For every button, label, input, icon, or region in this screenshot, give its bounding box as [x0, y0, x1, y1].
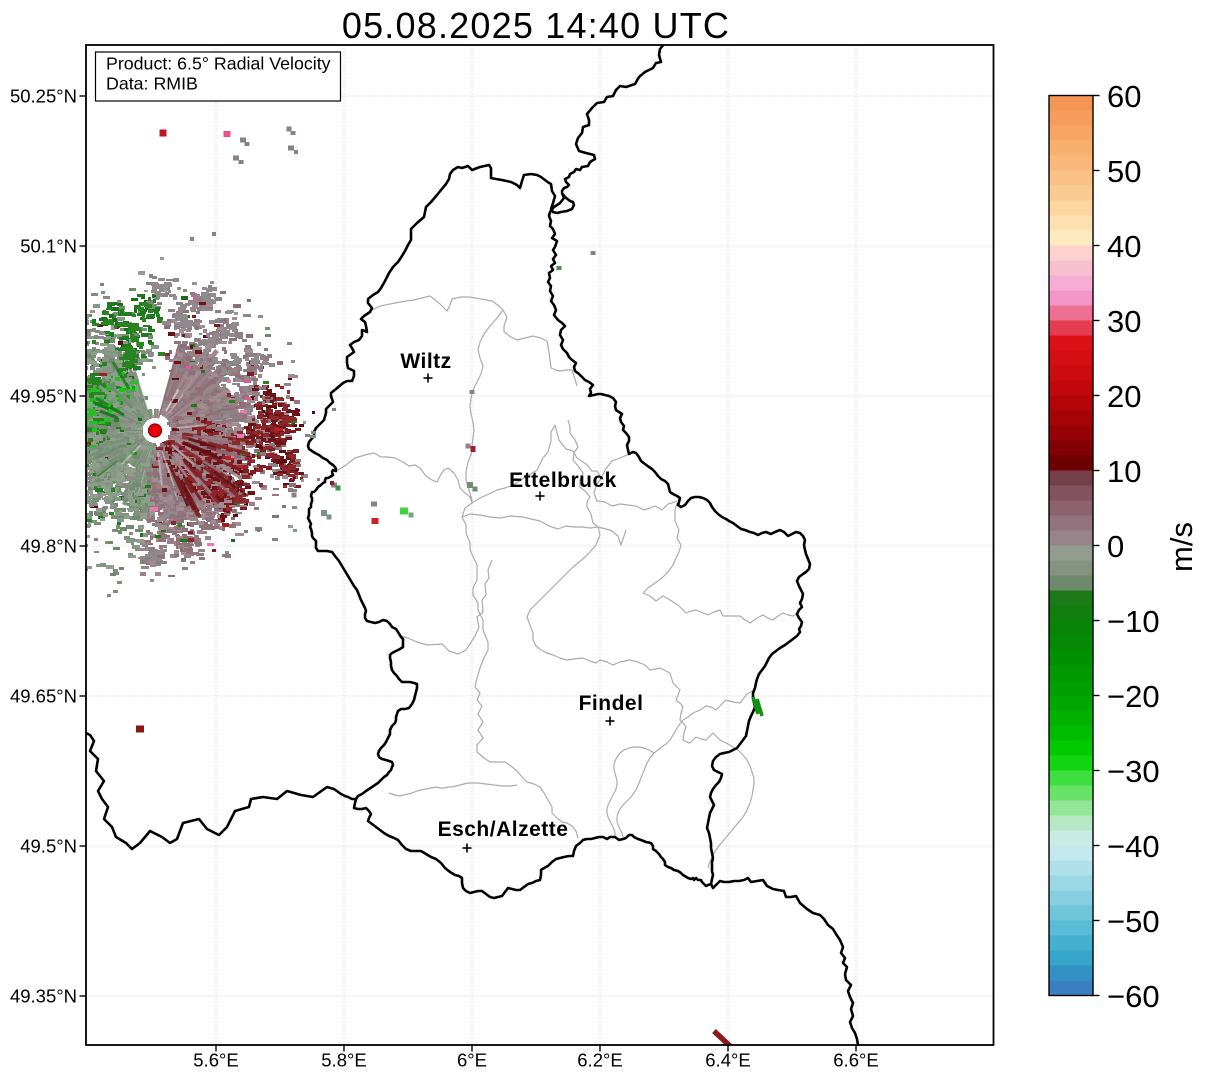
svg-text:Findel: Findel — [579, 692, 644, 715]
svg-text:49.8°N: 49.8°N — [20, 535, 77, 556]
svg-text:50: 50 — [1107, 154, 1141, 189]
svg-text:49.5°N: 49.5°N — [20, 835, 77, 856]
svg-text:−50: −50 — [1107, 904, 1160, 939]
svg-text:49.95°N: 49.95°N — [10, 385, 77, 406]
svg-text:20: 20 — [1107, 379, 1141, 414]
svg-text:−60: −60 — [1107, 979, 1160, 1014]
svg-text:40: 40 — [1107, 229, 1141, 264]
svg-text:Data: RMIB: Data: RMIB — [106, 74, 198, 94]
svg-text:−10: −10 — [1107, 604, 1160, 639]
svg-text:m/s: m/s — [1164, 522, 1199, 572]
svg-text:10: 10 — [1107, 454, 1141, 489]
svg-text:30: 30 — [1107, 304, 1141, 339]
svg-text:Esch/Alzette: Esch/Alzette — [438, 818, 569, 841]
svg-text:60: 60 — [1107, 79, 1141, 114]
svg-text:−20: −20 — [1107, 679, 1160, 714]
svg-text:−30: −30 — [1107, 754, 1160, 789]
svg-text:6.4°E: 6.4°E — [705, 1050, 750, 1071]
svg-text:0: 0 — [1107, 529, 1124, 564]
svg-text:50.1°N: 50.1°N — [20, 235, 77, 256]
svg-text:Product: 6.5° Radial Velocity: Product: 6.5° Radial Velocity — [106, 54, 331, 74]
svg-text:49.35°N: 49.35°N — [10, 985, 77, 1006]
svg-text:−40: −40 — [1107, 829, 1160, 864]
svg-text:6.6°E: 6.6°E — [833, 1050, 878, 1071]
svg-text:6.2°E: 6.2°E — [577, 1050, 622, 1071]
svg-text:Wiltz: Wiltz — [400, 350, 451, 373]
svg-text:5.8°E: 5.8°E — [321, 1050, 366, 1071]
svg-text:50.25°N: 50.25°N — [10, 85, 77, 106]
svg-text:Ettelbruck: Ettelbruck — [509, 469, 617, 492]
svg-text:49.65°N: 49.65°N — [10, 685, 77, 706]
svg-text:05.08.2025 14:40 UTC: 05.08.2025 14:40 UTC — [342, 5, 730, 46]
svg-text:5.6°E: 5.6°E — [193, 1050, 238, 1071]
svg-text:6°E: 6°E — [457, 1050, 487, 1071]
